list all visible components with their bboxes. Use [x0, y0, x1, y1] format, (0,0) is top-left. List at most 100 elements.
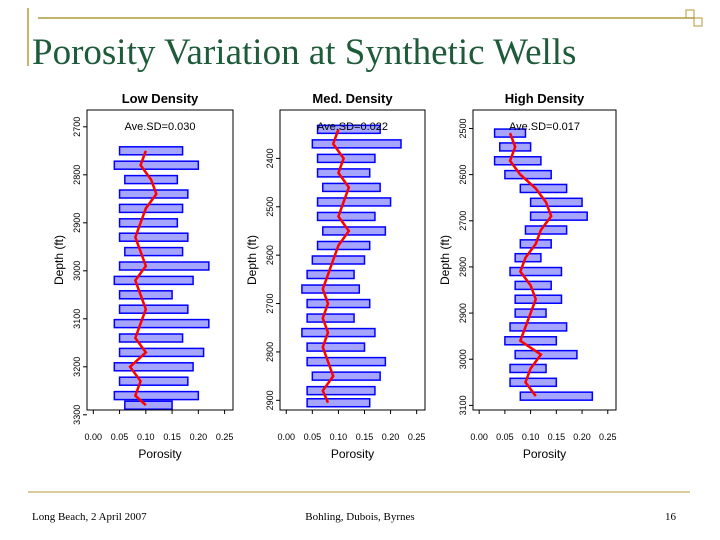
range-box: [118, 232, 189, 242]
x-tick-label: 0.20: [382, 432, 400, 442]
annotation: Ave.SD=0.017: [509, 121, 580, 133]
x-tick-label: 0.05: [496, 432, 514, 442]
y-tick-label: 3000: [72, 261, 82, 281]
range-box: [504, 169, 552, 180]
range-box: [124, 400, 173, 410]
y-tick-label: 3200: [72, 357, 82, 377]
y-tick-label: 2500: [458, 118, 468, 138]
range-box: [322, 226, 387, 236]
range-box: [301, 284, 361, 294]
range-box: [311, 371, 381, 381]
range-box: [529, 197, 583, 208]
y-tick-label: 2800: [265, 342, 275, 362]
range-box: [306, 269, 355, 280]
range-box: [118, 347, 205, 358]
range-box: [316, 211, 376, 222]
x-tick-label: 0.00: [85, 432, 103, 442]
range-box: [514, 294, 563, 304]
porosity-line: [508, 132, 553, 397]
x-tick-label: 0.20: [190, 432, 208, 442]
annotation: Ave.SD=0.030: [124, 121, 195, 133]
range-box: [113, 318, 210, 329]
x-axis-label: Porosity: [331, 447, 374, 461]
range-box: [118, 333, 184, 343]
range-box: [306, 313, 355, 323]
plot-background: [280, 110, 425, 410]
y-tick-label: 2600: [458, 165, 468, 185]
chart-title: Low Density: [122, 91, 199, 106]
x-tick-label: 0.15: [356, 432, 374, 442]
x-tick-label: 0.05: [304, 432, 322, 442]
x-tick-label: 0.10: [137, 432, 155, 442]
range-box: [118, 146, 184, 156]
range-box: [504, 336, 558, 346]
range-box: [322, 182, 381, 193]
range-box: [509, 322, 568, 332]
x-tick-label: 0.25: [408, 432, 426, 442]
x-tick-label: 0.15: [163, 432, 181, 442]
range-box: [301, 327, 376, 338]
range-box: [118, 203, 184, 214]
annotation: Ave.SD=0.022: [317, 121, 388, 133]
footer-left: Long Beach, 2 April 2007: [32, 511, 147, 523]
range-box: [113, 390, 200, 401]
x-tick-label: 0.10: [330, 432, 348, 442]
range-box: [316, 240, 371, 251]
range-box: [118, 376, 189, 386]
plot-frame: [472, 109, 617, 411]
y-tick-label: 2700: [265, 294, 275, 314]
decor-square: [693, 17, 703, 27]
y-axis-label: Depth (ft): [438, 235, 452, 285]
range-box: [316, 168, 371, 178]
range-box: [316, 197, 392, 207]
range-box: [493, 156, 542, 166]
range-box: [113, 160, 200, 170]
decor-square: [685, 9, 695, 19]
range-box: [118, 290, 173, 300]
range-box: [509, 363, 547, 374]
range-box: [124, 246, 184, 257]
range-box: [118, 218, 179, 228]
plot-frame: [279, 109, 426, 411]
y-tick-label: 2900: [265, 390, 275, 410]
range-box: [118, 304, 189, 314]
y-axis-label: Depth (ft): [52, 235, 66, 285]
range-box: [514, 280, 552, 291]
range-box: [113, 362, 194, 372]
x-tick-label: 0.20: [573, 432, 591, 442]
range-box: [306, 397, 371, 408]
chart-title: Med. Density: [312, 91, 393, 106]
range-box: [311, 255, 366, 265]
range-box: [519, 391, 594, 401]
y-tick-label: 2700: [458, 211, 468, 231]
range-box: [306, 385, 376, 396]
plot-frame: [86, 109, 234, 411]
x-tick-label: 0.05: [111, 432, 129, 442]
porosity-line: [321, 128, 351, 404]
porosity-line: [128, 150, 158, 407]
range-box: [113, 275, 194, 286]
range-box: [514, 349, 578, 360]
x-axis-label: Porosity: [523, 447, 566, 461]
x-tick-label: 0.00: [470, 432, 488, 442]
range-box: [509, 266, 563, 277]
y-tick-label: 2900: [458, 303, 468, 323]
x-tick-label: 0.15: [548, 432, 566, 442]
range-box: [306, 342, 366, 352]
y-tick-label: 2700: [72, 117, 82, 137]
x-tick-label: 0.25: [216, 432, 234, 442]
y-tick-label: 2400: [265, 148, 275, 168]
page-number: 16: [665, 511, 677, 523]
chart-title: High Density: [505, 91, 585, 106]
range-box: [509, 377, 558, 388]
range-box: [306, 298, 371, 309]
y-tick-label: 2900: [72, 213, 82, 233]
y-tick-label: 3000: [458, 349, 468, 369]
range-box: [493, 128, 527, 138]
slide-title: Porosity Variation at Synthetic Wells: [32, 32, 576, 73]
y-tick-label: 3100: [72, 309, 82, 329]
range-box: [519, 183, 568, 194]
range-box: [306, 356, 387, 367]
